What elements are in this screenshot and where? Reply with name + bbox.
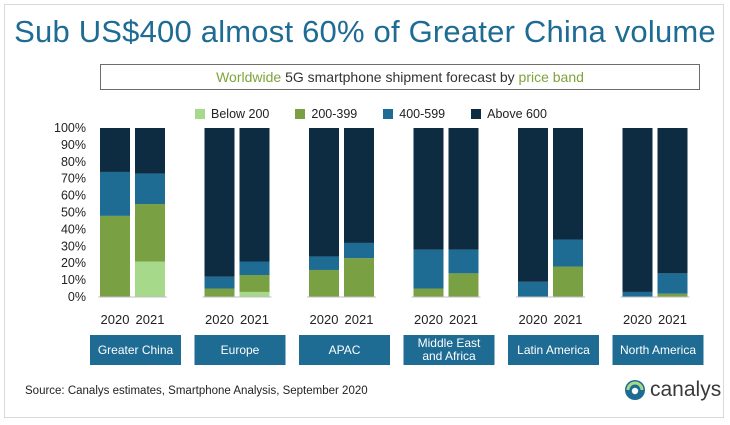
bar-segment-200-399	[448, 273, 479, 297]
bar-segment-400-599	[239, 261, 270, 276]
x-tick-year-label: 2021	[658, 312, 687, 327]
x-tick-year-label: 2021	[449, 312, 478, 327]
slide-headline: Sub US$400 almost 60% of Greater China v…	[14, 14, 716, 49]
x-tick-year-label: 2020	[310, 312, 339, 327]
chart-legend: Below 200 200-399 400-599 Above 600	[195, 106, 573, 122]
bar-segment-200-399	[309, 269, 339, 297]
bar-segment-above-600	[413, 128, 444, 250]
region-label: Latin America	[517, 343, 590, 357]
bar-segment-above-600	[100, 128, 130, 172]
y-tick-label: 60%	[61, 189, 86, 203]
subtitle-middle: 5G smartphone shipment forecast by	[281, 69, 519, 85]
y-tick-label: 0%	[68, 290, 86, 304]
x-tick-year-label: 2021	[240, 312, 269, 327]
y-tick-label: 40%	[61, 222, 86, 236]
bar-segment-200-399	[100, 215, 130, 297]
bar-segment-400-599	[553, 239, 583, 267]
bar-segment-400-599	[622, 291, 653, 297]
y-tick-label: 80%	[61, 155, 86, 169]
region-label: Greater China	[98, 343, 174, 357]
region-label: APAC	[329, 343, 361, 357]
y-tick-label: 10%	[61, 273, 86, 287]
bar-segment-400-599	[413, 249, 444, 289]
subtitle-worldwide: Worldwide	[216, 69, 282, 85]
bar-segment-above-600	[448, 128, 479, 250]
bar-segment-200-399	[135, 204, 165, 262]
region-label: and Africa	[422, 349, 476, 363]
region-label-box	[612, 335, 704, 365]
region-label-box	[299, 335, 390, 365]
canalys-logo: canalys	[624, 378, 721, 402]
y-tick-label: 90%	[61, 138, 86, 152]
bar-segment-400-599	[448, 249, 479, 274]
bar-segment-below-200	[239, 291, 270, 297]
region-label: Europe	[221, 343, 260, 357]
bar-segment-400-599	[344, 242, 374, 259]
bar-segment-200-399	[553, 266, 583, 297]
legend-swatch	[195, 109, 205, 119]
bar-segment-400-599	[204, 276, 235, 289]
bar-segment-200-399	[239, 275, 270, 292]
bar-segment-above-600	[553, 128, 583, 240]
bar-segment-above-600	[344, 128, 374, 243]
bar-segment-above-600	[622, 128, 653, 292]
legend-item-3: Above 600	[471, 106, 547, 122]
chart-subtitle-box: Worldwide 5G smartphone shipment forecas…	[100, 64, 700, 90]
legend-item-2: 400-599	[383, 106, 445, 122]
stacked-bar-chart: 0% 10% 20% 30% 40% 50% 60% 70% 80% 90% 100% 2020 202…	[54, 121, 704, 365]
x-tick-year-label: 2021	[554, 312, 583, 327]
bar-segment-below-200	[135, 261, 165, 297]
region-label: Middle East	[418, 336, 481, 350]
x-tick-year-label: 2020	[623, 312, 652, 327]
bar-segment-above-600	[135, 128, 165, 174]
legend-label: 400-599	[399, 107, 446, 121]
bar-segment-400-599	[135, 173, 165, 205]
x-tick-year-label: 2020	[414, 312, 443, 327]
y-tick-label: 100%	[54, 121, 86, 135]
bar-segment-200-399	[657, 293, 688, 297]
region-label-box	[403, 335, 495, 365]
bar-segment-above-600	[239, 128, 270, 262]
legend-label: Below 200	[211, 107, 270, 121]
legend-swatch	[295, 109, 306, 119]
canalys-logo-icon	[625, 380, 645, 400]
y-tick-label: 30%	[61, 239, 86, 253]
bar-segment-400-599	[518, 281, 548, 297]
source-note: Source: Canalys estimates, Smartphone An…	[25, 385, 368, 397]
bar-segment-above-600	[518, 128, 548, 282]
canalys-logo-word: canalys	[650, 378, 722, 401]
legend-swatch	[383, 109, 394, 119]
legend-label: 200-399	[311, 107, 358, 121]
bar-segment-400-599	[657, 273, 688, 294]
x-tick-year-label: 2020	[205, 312, 234, 327]
x-tick-year-label: 2021	[136, 312, 165, 327]
legend-label: Above 600	[487, 107, 547, 121]
y-tick-label: 50%	[61, 206, 86, 220]
x-tick-year-label: 2020	[101, 312, 130, 327]
region-label-box	[194, 335, 286, 365]
bar-segment-200-399	[413, 288, 444, 297]
x-tick-year-label: 2020	[519, 312, 548, 327]
legend-item-0: Below 200	[195, 106, 269, 122]
bar-segment-200-399	[204, 288, 235, 297]
legend-swatch	[471, 109, 482, 119]
region-label-box	[90, 335, 181, 365]
bar-segment-400-599	[309, 256, 339, 270]
region-label: North America	[620, 343, 696, 357]
y-tick-label: 70%	[61, 172, 86, 186]
bar-segment-above-600	[204, 128, 235, 277]
bar-segment-200-399	[344, 258, 374, 297]
legend-item-1: 200-399	[295, 106, 357, 122]
bar-segment-above-600	[309, 128, 339, 257]
bar-segment-400-599	[100, 171, 130, 216]
region-label-box	[508, 335, 599, 365]
y-tick-label: 20%	[61, 256, 86, 270]
x-tick-year-label: 2021	[345, 312, 374, 327]
bar-segment-above-600	[657, 128, 688, 274]
subtitle-price-band: price band	[518, 69, 584, 85]
